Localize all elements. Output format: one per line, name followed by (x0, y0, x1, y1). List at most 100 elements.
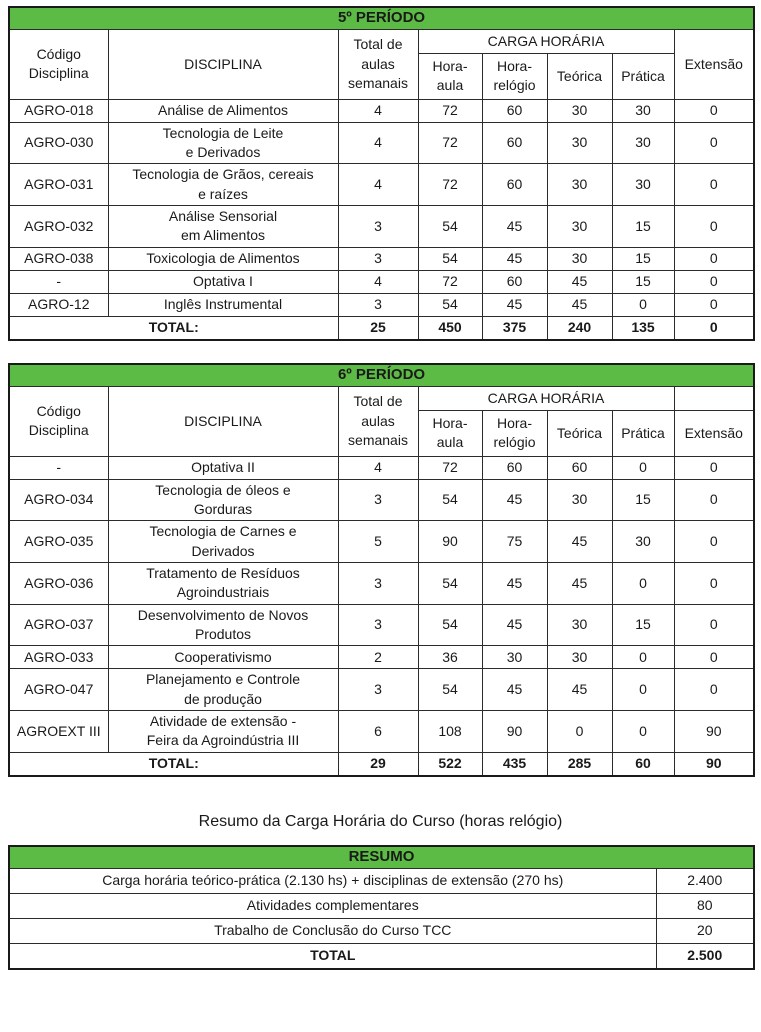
summary-label-cell: Trabalho de Conclusão do Curso TCC (8, 917, 657, 944)
hours-cell: 5 (337, 520, 419, 563)
discipline-cell: Optativa I (107, 269, 339, 294)
discipline-cell: Toxicologia de Alimentos (107, 246, 339, 271)
discipline-cell: Tecnologia de Leite e Derivados (107, 121, 339, 165)
hours-cell: 45 (481, 668, 548, 711)
period6-header-row-2: Hora- aula Hora- relógio Teórica Prática… (9, 409, 755, 457)
hours-cell: 0 (611, 562, 675, 605)
summary-total-value-cell: 2.500 (655, 942, 755, 970)
discipline-cell: Tecnologia de Carnes e Derivados (107, 520, 339, 563)
total-value-cell: 240 (546, 315, 613, 341)
total-value-cell: 285 (546, 751, 613, 777)
hours-cell: 3 (337, 562, 419, 605)
hours-cell: 4 (337, 163, 419, 206)
hours-cell: 45 (546, 520, 613, 563)
hours-cell: 54 (417, 562, 483, 605)
header-hora-relogio: Hora- relógio (481, 52, 548, 100)
code-cell: - (8, 455, 109, 480)
discipline-cell: Tratamento de Resíduos Agroindustriais (107, 562, 339, 605)
hours-cell: 0 (673, 204, 755, 248)
discipline-cell: Análise Sensorial em Alimentos (107, 204, 339, 248)
code-cell: AGRO-031 (8, 163, 109, 206)
header-discipline: DISCIPLINA (107, 385, 339, 457)
hours-cell: 30 (546, 603, 613, 647)
code-cell: AGRO-034 (8, 478, 109, 522)
hours-cell: 60 (481, 98, 548, 123)
summary-value-cell: 20 (655, 917, 755, 944)
period6-title-row: 6º PERÍODO (8, 363, 755, 387)
total-value-cell: 60 (611, 751, 675, 777)
period5-header-row-2: Hora- aula Hora- relógio Teórica Prática (9, 52, 754, 100)
hours-cell: 15 (611, 204, 675, 248)
hours-cell: 0 (673, 98, 755, 123)
hours-cell: 108 (417, 709, 483, 753)
summary-value-cell: 2.400 (655, 867, 755, 894)
hours-cell: 30 (546, 98, 613, 123)
total-value-cell: 135 (611, 315, 675, 341)
table-row: AGRO-030 Tecnologia de Leite e Derivados 4… (8, 121, 755, 165)
total-value-cell: 29 (337, 751, 419, 777)
hours-cell: 72 (417, 121, 483, 165)
hours-cell: 15 (611, 603, 675, 647)
summary-value-cell: 80 (655, 892, 755, 919)
header-code: Código Disciplina (8, 28, 109, 100)
hours-cell: 90 (481, 709, 548, 753)
header-hora-aula: Hora- aula (417, 52, 483, 100)
table-row: AGRO-018 Análise de Alimentos 4 72 60 30 30 0 (8, 98, 755, 123)
hours-cell: 45 (481, 246, 548, 271)
header-carga-horaria: CARGA HORÁRIA (417, 385, 675, 411)
hours-cell: 0 (673, 645, 755, 670)
table-row: AGROEXT III Atividade de extensão - Feira… (8, 709, 755, 753)
summary-total-label-cell: TOTAL (8, 942, 657, 970)
hours-cell: 0 (673, 292, 755, 317)
hours-cell: 45 (481, 292, 548, 317)
hours-cell: 75 (481, 520, 548, 563)
code-cell: AGRO-035 (8, 520, 109, 563)
code-cell: AGRO-032 (8, 204, 109, 248)
hours-cell: 60 (481, 455, 548, 480)
hours-cell: 54 (417, 668, 483, 711)
hours-cell: 60 (481, 163, 548, 206)
discipline-cell: Análise de Alimentos (107, 98, 339, 123)
empty-header-cell (673, 385, 755, 411)
header-discipline: DISCIPLINA (107, 28, 339, 100)
header-weekly-classes: Total de aulas semanais (337, 385, 419, 457)
hours-cell: 4 (337, 455, 419, 480)
hours-cell: 30 (546, 204, 613, 248)
hours-cell: 30 (546, 478, 613, 522)
hours-cell: 45 (546, 668, 613, 711)
discipline-cell: Optativa II (107, 455, 339, 480)
hours-cell: 0 (611, 645, 675, 670)
hours-cell: 0 (673, 455, 755, 480)
header-carga-horaria: CARGA HORÁRIA (417, 28, 675, 54)
hours-cell: 2 (337, 645, 419, 670)
hours-cell: 0 (673, 269, 755, 294)
summary-total-row: TOTAL 2.500 (8, 942, 755, 970)
summary-row: Carga horária teórico-prática (2.130 hs)… (8, 867, 755, 894)
table-row: - Optativa I 4 72 60 45 15 0 (8, 269, 755, 294)
total-label-cell: TOTAL: (8, 751, 339, 777)
hours-cell: 3 (337, 603, 419, 647)
hours-cell: 30 (546, 246, 613, 271)
hours-cell: 0 (546, 709, 613, 753)
period5-header-row-1: Código Disciplina DISCIPLINA Total de au… (8, 28, 755, 100)
table-row: AGRO-037 Desenvolvimento de Novos Produto… (8, 603, 755, 647)
hours-cell: 54 (417, 292, 483, 317)
hours-cell: 4 (337, 98, 419, 123)
header-teorica: Teórica (546, 52, 613, 100)
hours-cell: 90 (417, 520, 483, 563)
total-value-cell: 450 (417, 315, 483, 341)
hours-cell: 15 (611, 478, 675, 522)
total-value-cell: 90 (673, 751, 755, 777)
hours-cell: 30 (611, 121, 675, 165)
discipline-cell: Inglês Instrumental (107, 292, 339, 317)
hours-cell: 3 (337, 478, 419, 522)
hours-cell: 3 (337, 668, 419, 711)
code-cell: AGRO-036 (8, 562, 109, 605)
total-value-cell: 522 (417, 751, 483, 777)
hours-cell: 3 (337, 292, 419, 317)
code-cell: AGRO-12 (8, 292, 109, 317)
header-pratica: Prática (611, 52, 675, 100)
hours-cell: 0 (673, 121, 755, 165)
hours-cell: 0 (673, 163, 755, 206)
hours-cell: 72 (417, 455, 483, 480)
